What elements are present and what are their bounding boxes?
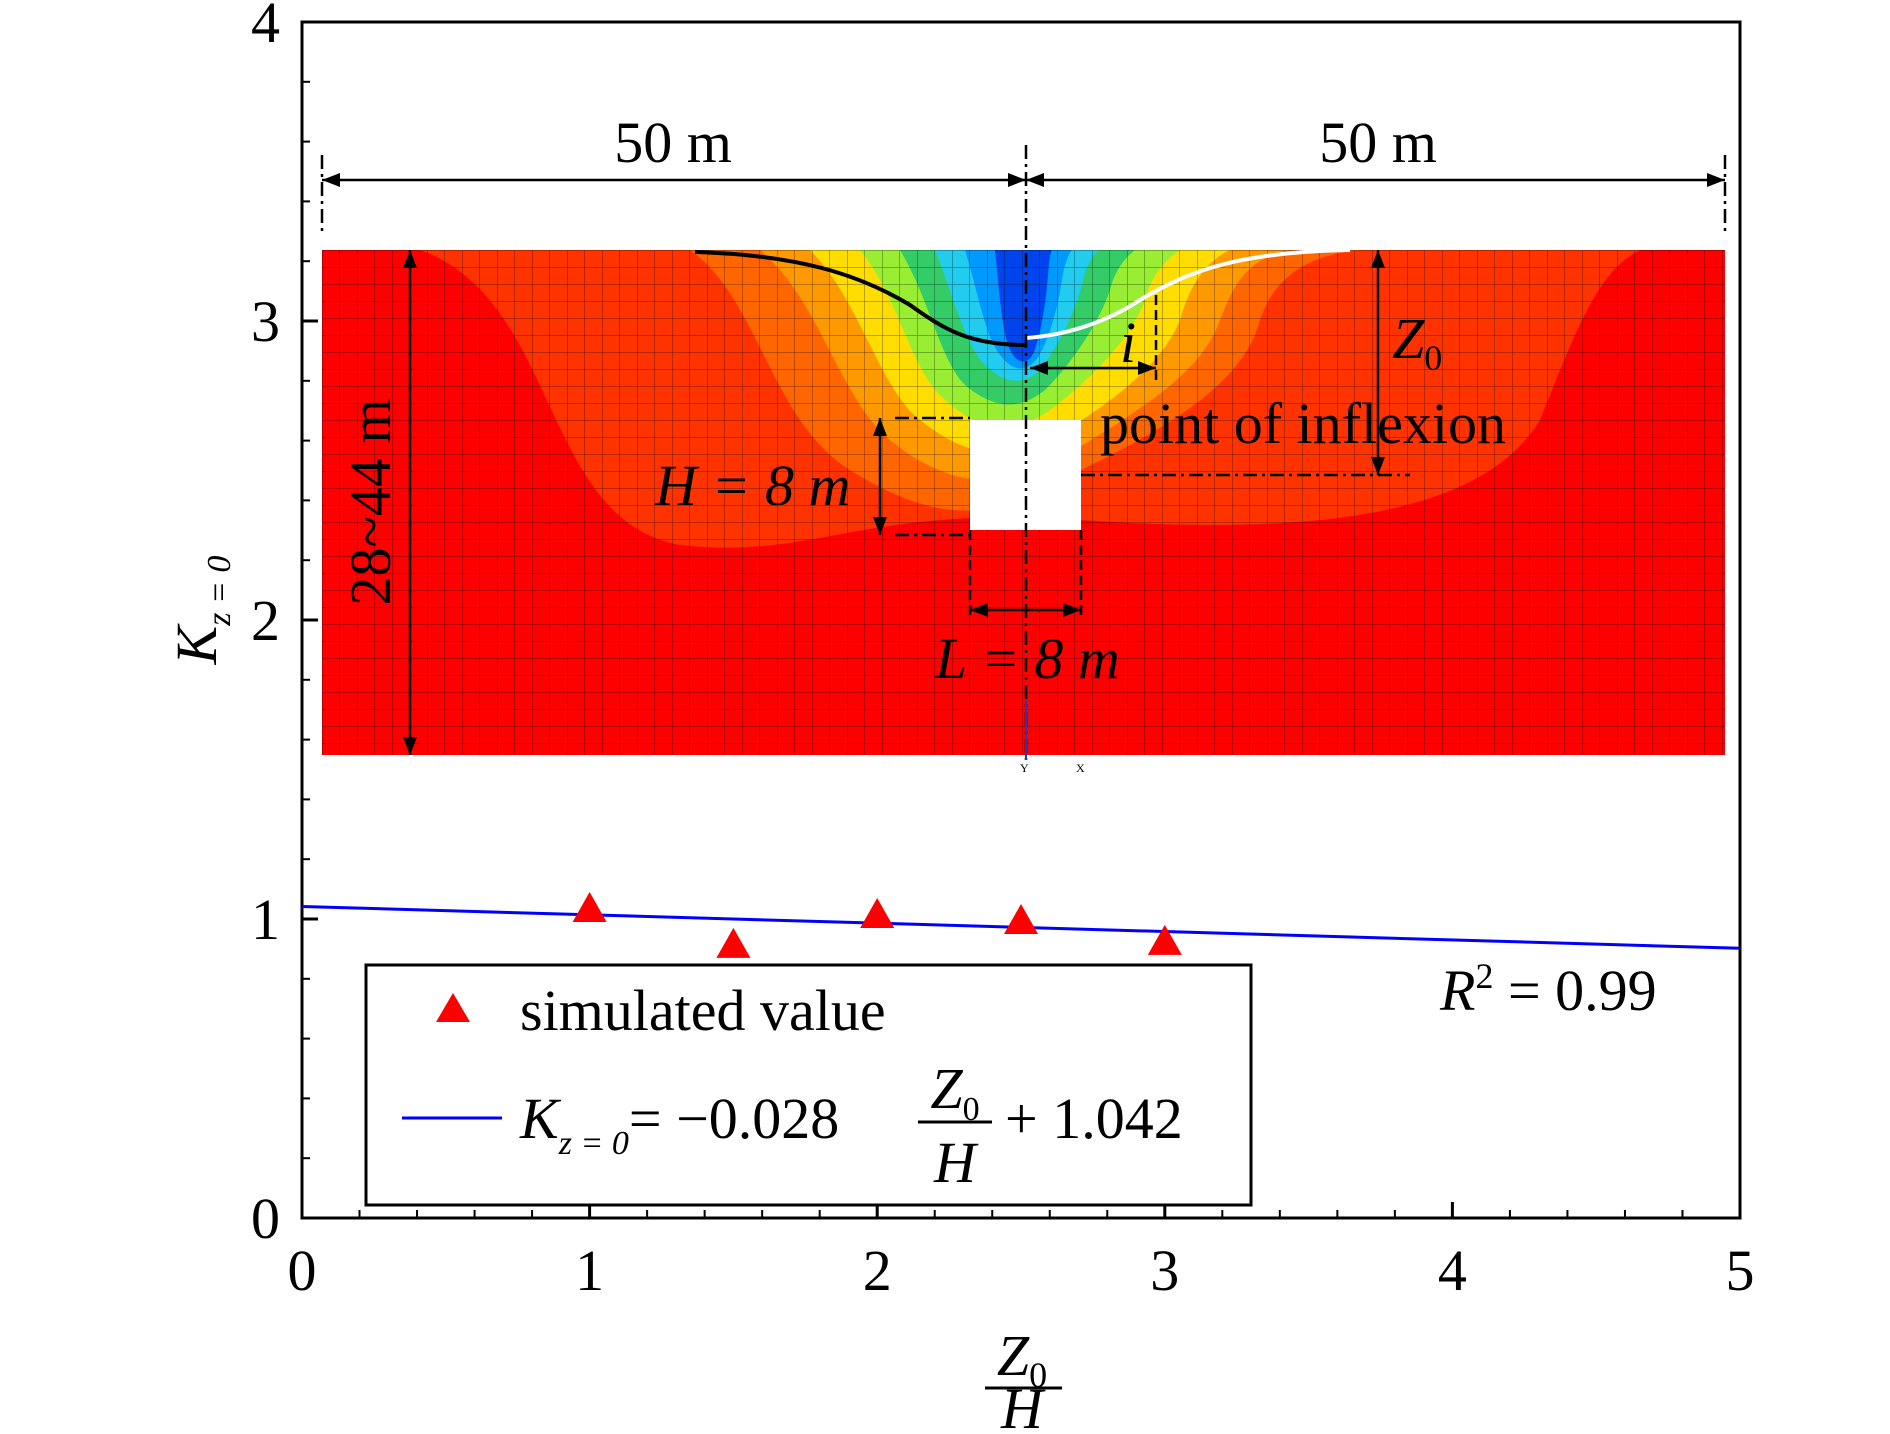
inset-axis-x-label: X bbox=[1076, 761, 1085, 775]
tick-labels: 0 1 2 3 4 5 0 1 2 3 4 bbox=[251, 0, 1755, 1303]
x-tick-label: 5 bbox=[1726, 1238, 1755, 1303]
x-axis-label: Z0 H bbox=[985, 1323, 1062, 1434]
y-axis-label-text: Kz = 0 bbox=[164, 556, 238, 666]
inset-l-label: L = 8 m bbox=[934, 626, 1120, 691]
inset-i-label: i bbox=[1120, 310, 1136, 375]
inset-dimension-lines bbox=[320, 145, 1727, 760]
tick-marks bbox=[300, 20, 1742, 1220]
y-tick-label: 0 bbox=[251, 1186, 280, 1251]
y-tick-label: 4 bbox=[251, 0, 280, 55]
x-tick-label: 2 bbox=[863, 1238, 892, 1303]
inset-right-width-label: 50 m bbox=[1319, 110, 1437, 175]
data-point-triangle bbox=[716, 927, 751, 958]
inset-settlement-curve-white bbox=[1025, 248, 1351, 340]
inset-inflexion-label: point of inflexion bbox=[1100, 391, 1506, 456]
inset-depth-label: 28~44 m bbox=[338, 399, 403, 606]
data-point-triangle bbox=[1004, 903, 1038, 934]
y-tick-label: 1 bbox=[251, 887, 280, 952]
legend-eq-lhs: Kz = 0= −0.028 bbox=[519, 1086, 839, 1162]
x-tick-label: 1 bbox=[575, 1238, 604, 1303]
legend-eq-fraction-numerator: Z0 bbox=[930, 1056, 979, 1128]
x-tick-label: 3 bbox=[1150, 1238, 1179, 1303]
series-simulated-value bbox=[572, 892, 1182, 958]
y-axis-label: Kz = 0 bbox=[164, 556, 238, 666]
x-tick-label: 0 bbox=[288, 1238, 317, 1303]
inset-h-label: H = 8 m bbox=[654, 453, 850, 518]
inset-axis-y-label: Y bbox=[1020, 761, 1029, 775]
inset-settlement-curve-black bbox=[694, 250, 1027, 347]
x-axis-label-denominator: H bbox=[1000, 1376, 1046, 1434]
legend-eq-fraction-denominator: H bbox=[933, 1130, 979, 1195]
x-axis-label-numerator: Z0 bbox=[997, 1323, 1047, 1395]
legend-eq-rhs: + 1.042 bbox=[1005, 1086, 1183, 1151]
legend: simulated value Kz = 0= −0.028 Z0 H + 1.… bbox=[364, 963, 1253, 1207]
r-squared-label: R2 = 0.99 bbox=[1439, 956, 1657, 1023]
legend-box bbox=[364, 963, 1253, 1207]
inset-model: 50 m 50 m 28~44 m i Z0 point of inflexio… bbox=[320, 110, 1727, 775]
legend-simulated-label: simulated value bbox=[520, 978, 886, 1043]
y-tick-label: 2 bbox=[251, 588, 280, 653]
inset-z0-label: Z0 bbox=[1392, 306, 1442, 378]
inset-arrowheads bbox=[322, 173, 1725, 755]
y-tick-label: 3 bbox=[251, 289, 280, 354]
data-point-triangle bbox=[572, 892, 607, 923]
x-tick-label: 4 bbox=[1438, 1238, 1467, 1303]
legend-triangle-marker bbox=[436, 993, 470, 1022]
inset-left-width-label: 50 m bbox=[614, 110, 732, 175]
data-point-triangle bbox=[860, 898, 895, 929]
data-point-triangle bbox=[1147, 924, 1182, 955]
